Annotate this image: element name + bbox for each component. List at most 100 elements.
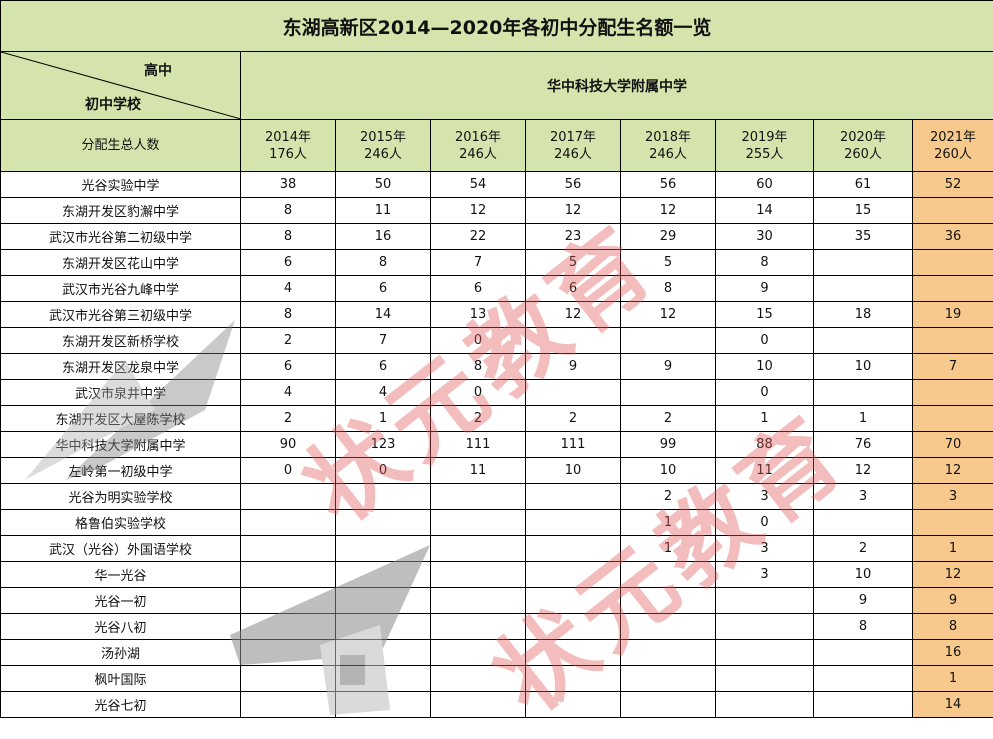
school-name-cell: 光谷一初: [1, 588, 241, 614]
quota-cell: 10: [814, 562, 913, 588]
quota-cell: 7: [336, 328, 431, 354]
quota-cell: 38: [241, 172, 336, 198]
year-total: 246人: [526, 146, 620, 163]
total-label: 分配生总人数: [1, 120, 241, 172]
quota-cell: 30: [716, 224, 814, 250]
high-school-axis-label: 高中: [144, 60, 172, 80]
quota-cell: [336, 510, 431, 536]
quota-cell: 0: [241, 458, 336, 484]
quota-cell: 9: [716, 276, 814, 302]
quota-cell: 12: [526, 198, 621, 224]
quota-cell: [913, 250, 993, 276]
year-total: 255人: [716, 146, 813, 163]
quota-cell: 8: [241, 198, 336, 224]
quota-cell: [336, 640, 431, 666]
school-name-cell: 东湖开发区龙泉中学: [1, 354, 241, 380]
quota-cell: 5: [526, 250, 621, 276]
quota-cell: 52: [913, 172, 993, 198]
school-name-cell: 光谷八初: [1, 614, 241, 640]
quota-cell: 54: [431, 172, 526, 198]
quota-cell: [241, 692, 336, 718]
quota-cell: 15: [814, 198, 913, 224]
quota-cell: [814, 510, 913, 536]
quota-cell: 12: [913, 458, 993, 484]
quota-cell: 2: [621, 406, 716, 432]
school-name-cell: 武汉（光谷）外国语学校: [1, 536, 241, 562]
quota-cell: 56: [526, 172, 621, 198]
quota-cell: 10: [621, 458, 716, 484]
quota-cell: [241, 484, 336, 510]
year-total: 260人: [814, 146, 912, 163]
quota-cell: 8: [431, 354, 526, 380]
quota-cell: 88: [716, 432, 814, 458]
quota-cell: [814, 380, 913, 406]
quota-cell: [814, 328, 913, 354]
quota-cell: 111: [431, 432, 526, 458]
quota-cell: [431, 562, 526, 588]
year-label: 2020年: [814, 129, 912, 146]
school-name-cell: 东湖开发区新桥学校: [1, 328, 241, 354]
quota-cell: [526, 614, 621, 640]
quota-cell: 3: [814, 484, 913, 510]
quota-cell: [336, 484, 431, 510]
quota-cell: 0: [716, 380, 814, 406]
quota-cell: 8: [716, 250, 814, 276]
school-name-cell: 武汉市泉井中学: [1, 380, 241, 406]
quota-cell: 10: [814, 354, 913, 380]
quota-cell: 23: [526, 224, 621, 250]
quota-cell: 1: [621, 536, 716, 562]
quota-cell: [431, 484, 526, 510]
school-name-cell: 华中科技大学附属中学: [1, 432, 241, 458]
quota-cell: 76: [814, 432, 913, 458]
quota-cell: 7: [431, 250, 526, 276]
quota-cell: 1: [913, 666, 993, 692]
quota-cell: 0: [716, 328, 814, 354]
quota-cell: [526, 510, 621, 536]
year-label: 2016年: [431, 129, 525, 146]
quota-cell: [431, 510, 526, 536]
quota-cell: [716, 640, 814, 666]
year-total: 246人: [336, 146, 430, 163]
quota-cell: [621, 380, 716, 406]
quota-cell: [716, 666, 814, 692]
quota-cell: 16: [913, 640, 993, 666]
quota-cell: 12: [913, 562, 993, 588]
quota-cell: 6: [336, 354, 431, 380]
quota-cell: [526, 666, 621, 692]
quota-cell: [336, 562, 431, 588]
allocation-table: 东湖高新区2014—2020年各初中分配生名额一览 高中 初中学校 华中科技大学…: [0, 0, 993, 718]
quota-cell: 36: [913, 224, 993, 250]
quota-cell: [913, 406, 993, 432]
quota-cell: 6: [241, 250, 336, 276]
quota-cell: [241, 562, 336, 588]
quota-cell: 14: [716, 198, 814, 224]
quota-cell: [621, 640, 716, 666]
quota-cell: 2: [526, 406, 621, 432]
quota-cell: [913, 328, 993, 354]
quota-cell: 22: [431, 224, 526, 250]
quota-cell: [621, 328, 716, 354]
quota-cell: 3: [716, 562, 814, 588]
quota-cell: 60: [716, 172, 814, 198]
quota-cell: 8: [241, 224, 336, 250]
quota-cell: 3: [716, 484, 814, 510]
quota-cell: 1: [621, 510, 716, 536]
quota-cell: [431, 588, 526, 614]
quota-cell: [814, 276, 913, 302]
year-label: 2017年: [526, 129, 620, 146]
